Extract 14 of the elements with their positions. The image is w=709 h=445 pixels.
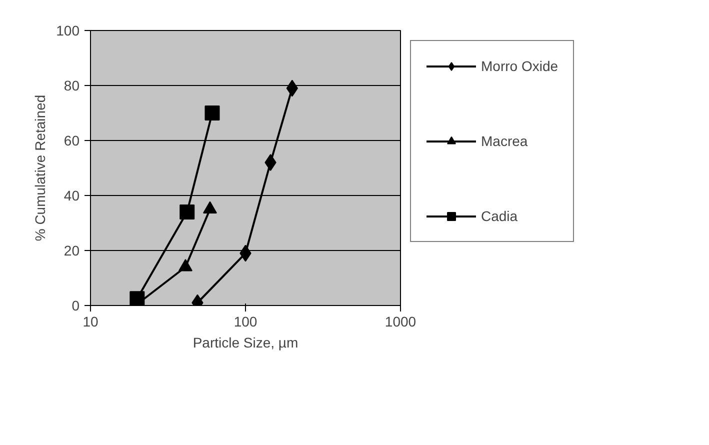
y-tick-label: 60 — [64, 132, 80, 148]
legend-label: Morro Oxide — [481, 58, 558, 74]
y-tick-label: 80 — [64, 78, 80, 94]
y-tick-label: 20 — [64, 242, 80, 258]
x-tick-label: 100 — [234, 314, 258, 330]
x-tick-label: 1000 — [384, 314, 416, 330]
legend-label: Cadia — [481, 208, 518, 224]
y-tick-label: 40 — [64, 188, 80, 204]
x-tick-label: 10 — [82, 314, 98, 330]
y-axis-title: % Cumulative Retained — [32, 94, 48, 242]
y-tick-label: 0 — [72, 298, 80, 314]
legend-label: Macrea — [481, 133, 528, 149]
y-tick-label: 100 — [56, 22, 80, 38]
x-axis-title: Particle Size, µm — [192, 334, 298, 350]
